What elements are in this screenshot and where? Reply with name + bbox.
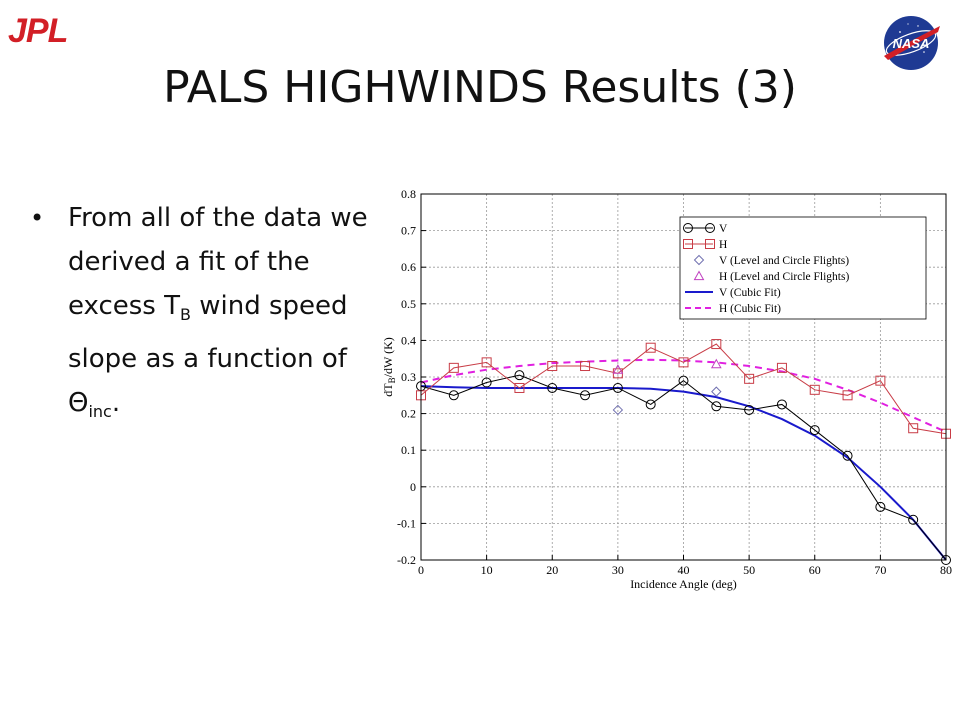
series-h-level-and-circle-flights-point	[710, 358, 722, 369]
y-tick-label: 0.3	[401, 370, 416, 384]
legend-swatch-marker	[693, 254, 705, 266]
y-tick-label: 0.7	[401, 224, 416, 238]
series-v-point	[547, 382, 558, 393]
x-tick-label: 70	[874, 563, 886, 577]
series-h-point	[547, 361, 558, 372]
series-v-level-and-circle-flights	[612, 386, 722, 416]
x-tick-label: 40	[678, 563, 690, 577]
bullet-dot: •	[30, 204, 45, 232]
x-tick-label: 60	[809, 563, 821, 577]
series-h-point	[678, 357, 689, 368]
series-h-point	[744, 373, 755, 384]
series-v-line	[420, 374, 947, 561]
x-tick-label: 50	[743, 563, 755, 577]
y-tick-label: 0.6	[401, 260, 416, 274]
series-h-level-and-circle-flights-point	[612, 364, 624, 374]
bullet-sub-b: B	[180, 305, 191, 325]
x-tick-label: 0	[418, 563, 424, 577]
series-v-cubic-fit	[420, 385, 947, 561]
series-v-point	[711, 401, 722, 412]
bullet-text-part3: .	[111, 388, 121, 419]
x-tick-label: 30	[612, 563, 624, 577]
x-tick-label: 10	[481, 563, 493, 577]
tb-slope-chart: 0 10 20 30 40 50 60 70 80 -0.2 -0.1 0 0.1 0.2 0.3 0.4 0.…	[381, 187, 952, 591]
x-tick-label: 20	[546, 563, 558, 577]
legend-entry-label: V (Level and Circle Flights)	[719, 255, 849, 267]
series-v-level-and-circle-flights-point	[612, 404, 624, 416]
jpl-logo: JPL	[8, 12, 68, 50]
y-tick-label: 0.2	[401, 407, 416, 421]
legend-entry-label: H (Cubic Fit)	[719, 303, 781, 315]
series-h-point	[842, 390, 853, 401]
y-axis-label: dTB/dW (K)	[381, 337, 397, 396]
y-tick-label: 0.5	[401, 297, 416, 311]
series-v-point	[842, 450, 853, 461]
series-h-line	[420, 343, 947, 435]
series-h-point	[875, 375, 886, 386]
series-h-point	[481, 357, 492, 368]
series-v-point	[678, 375, 689, 386]
series-v-point	[809, 425, 820, 436]
series-h-cubic-fit	[420, 358, 947, 433]
x-tick-label: 80	[940, 563, 952, 577]
y-tick-label: 0.1	[401, 443, 416, 457]
nasa-logo: NASA	[884, 16, 940, 70]
y-tick-label: -0.2	[397, 553, 416, 567]
bullet-text-part2: wind speed slope as a function of Θ	[68, 291, 348, 419]
series-h-point	[776, 362, 787, 373]
nasa-logo-text: NASA	[893, 36, 930, 51]
series-v-point	[514, 370, 525, 381]
legend-swatch-marker	[705, 239, 715, 249]
legend-entry-label: H	[719, 239, 727, 251]
axis-ticks: 0 10 20 30 40 50 60 70 80 -0.2 -0.1 0 0.1 0.2 0.3 0.4 0.…	[397, 187, 952, 577]
series-v-point	[580, 390, 591, 401]
x-axis-label: Incidence Angle (deg)	[630, 577, 737, 591]
y-tick-label: 0	[410, 480, 416, 494]
legend: VH V (Level and Circle Flights) H (Level a…	[679, 216, 927, 320]
legend-swatch-marker	[683, 239, 693, 249]
series-v-point	[481, 377, 492, 388]
legend-box	[679, 216, 927, 320]
bullet-text: From all of the data we derived a fit of…	[68, 196, 368, 434]
legend-entry-label: V (Cubic Fit)	[719, 287, 781, 299]
series-h-point	[711, 339, 722, 350]
series-h-point	[514, 382, 525, 393]
legend-swatch-marker	[705, 223, 715, 233]
legend-swatch-marker	[693, 270, 705, 281]
series-v-point	[776, 399, 787, 410]
series-h-level-and-circle-flights	[612, 358, 722, 374]
y-tick-label: -0.1	[397, 516, 416, 530]
y-tick-label: 0.8	[401, 187, 416, 201]
y-tick-label: 0.4	[401, 333, 416, 347]
legend-entry-label: H (Level and Circle Flights)	[719, 271, 849, 283]
series-h-point	[809, 384, 820, 395]
series-v-point	[744, 404, 755, 415]
bullet-text-part1: From all of the data we derived a fit of…	[68, 203, 368, 321]
series-h-point	[580, 361, 591, 372]
series-h-point	[448, 362, 459, 373]
series-v-level-and-circle-flights-point	[711, 386, 722, 397]
legend-entry-label: V	[719, 223, 728, 235]
series-v-point	[875, 501, 886, 512]
jpl-logo-text: JPL	[8, 12, 67, 50]
series-v-point	[448, 390, 459, 401]
legend-swatch-marker	[683, 223, 693, 233]
series-h-cubic-fit-line	[420, 358, 947, 433]
series-v-cubic-fit-line	[420, 385, 947, 561]
series-h-point	[645, 342, 656, 353]
series-h-point	[908, 423, 919, 434]
series-v-point	[908, 514, 919, 525]
series-v-point	[612, 382, 623, 393]
slide-title: PALS HIGHWINDS Results (3)	[163, 62, 797, 113]
bullet-sub-inc: inc	[88, 402, 112, 422]
plot-frame	[420, 193, 947, 561]
series-v-point	[645, 399, 656, 410]
